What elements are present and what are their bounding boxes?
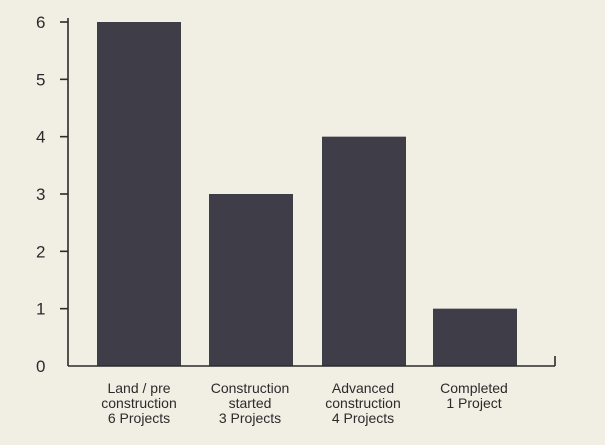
y-tick-label-2: 2: [36, 242, 45, 261]
bar-1: [97, 22, 181, 366]
y-tick-label-5: 5: [36, 70, 45, 89]
y-tick-label-3: 3: [36, 185, 45, 204]
bar-4: [433, 308, 517, 366]
y-tick-label-6: 6: [36, 13, 45, 32]
y-tick-label-1: 1: [36, 300, 45, 319]
x-category-label-2: Construction started 3 Projects: [211, 380, 290, 426]
x-category-label-3: Advanced construction 4 Projects: [325, 380, 400, 426]
y-tick-label-0: 0: [36, 357, 45, 376]
x-category-label-1: Land / pre construction 6 Projects: [101, 380, 176, 426]
x-labels-group: Land / pre construction 6 Projects Construc…: [101, 380, 508, 426]
x-category-label-4: Completed 1 Project: [440, 380, 508, 411]
bar-2: [209, 194, 293, 366]
bars-group: [97, 22, 517, 366]
bar-3: [322, 136, 406, 366]
y-tick-label-4: 4: [36, 128, 45, 147]
y-ticks-group: 0 1 2 3 4 5 6: [36, 13, 68, 376]
